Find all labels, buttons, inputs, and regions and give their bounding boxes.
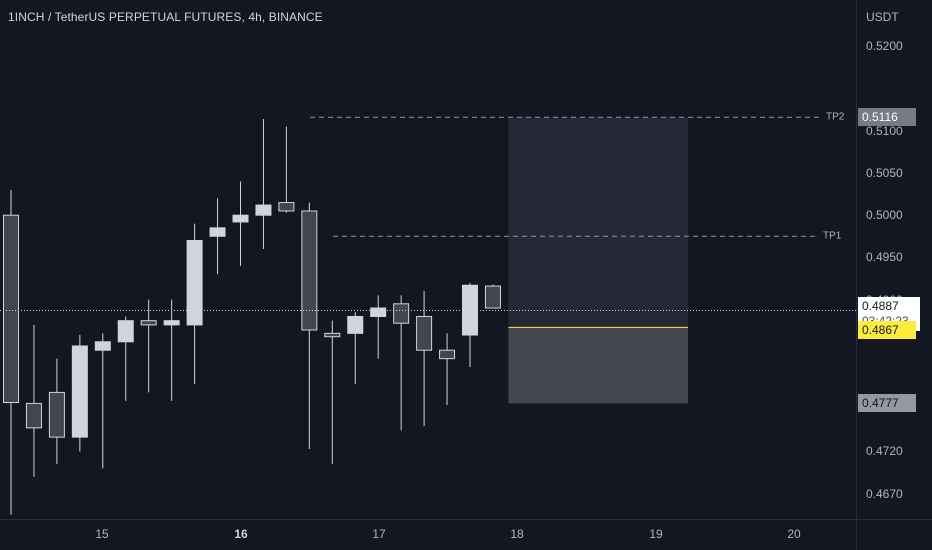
- bull-candle-body: [186, 240, 203, 326]
- bear-candle-body: [3, 214, 19, 404]
- price-tick-label: 0.4670: [866, 486, 903, 501]
- candle: [232, 181, 249, 266]
- bull-candle-body: [163, 320, 180, 326]
- time-tick-label: 20: [787, 527, 801, 541]
- tp2-price-badge: 0.5116: [858, 108, 916, 127]
- bear-candle-body: [140, 320, 157, 326]
- bear-candle-body: [48, 391, 65, 438]
- candle: [94, 333, 111, 469]
- profit-zone: [508, 117, 689, 328]
- time-tick-label: 17: [372, 527, 386, 541]
- bear-candle-body: [301, 210, 318, 331]
- tp2-label: TP2: [826, 111, 845, 123]
- bear-candle-body: [484, 285, 501, 309]
- candle: [25, 324, 42, 477]
- entry-price-badge: 0.4867: [858, 321, 916, 340]
- last-price-value: 0.4887: [862, 298, 899, 313]
- time-tick-label: 18: [510, 527, 524, 541]
- price-tick-label: 0.4950: [866, 250, 903, 265]
- long-position-tool: [508, 117, 689, 404]
- candle: [484, 284, 501, 309]
- bear-candle-body: [439, 349, 456, 360]
- candle: [393, 295, 410, 431]
- chart-title: 1INCH / TetherUS PERPETUAL FUTURES, 4h, …: [8, 10, 323, 24]
- candle: [278, 126, 295, 213]
- price-chart[interactable]: [0, 0, 856, 519]
- bull-candle-body: [370, 307, 387, 317]
- candle: [209, 198, 226, 275]
- bear-candle-body: [278, 202, 295, 212]
- bull-candle-body: [71, 345, 88, 438]
- candle: [301, 202, 318, 449]
- bear-candle-body: [393, 303, 410, 324]
- time-tick-label: 19: [649, 527, 663, 541]
- tp1-label: TP1: [823, 230, 842, 242]
- candle: [48, 358, 65, 465]
- bear-candle-body: [416, 315, 433, 351]
- price-tick-label: 0.5200: [866, 39, 903, 54]
- candle: [71, 335, 88, 452]
- candle: [462, 282, 478, 368]
- price-tick-label: 0.5100: [866, 123, 903, 138]
- candle: [255, 118, 272, 249]
- bear-candle-body: [25, 402, 42, 429]
- currency-label[interactable]: USDT: [866, 10, 899, 24]
- price-tick-label: 0.5050: [866, 166, 903, 180]
- candle: [347, 312, 364, 384]
- bull-candle-body: [209, 227, 226, 237]
- candle: [3, 189, 19, 515]
- candle: [140, 299, 157, 393]
- candle: [324, 320, 341, 465]
- bull-candle-body: [232, 214, 249, 223]
- target-levels: [310, 116, 820, 237]
- time-tick-label: 15: [95, 527, 109, 541]
- time-axis-border: [0, 519, 932, 520]
- candle: [370, 295, 387, 359]
- bear-candle-body: [324, 332, 341, 338]
- candle: [163, 299, 180, 401]
- bull-candle-body: [117, 320, 134, 343]
- candlestick-series: [3, 118, 501, 515]
- stop-price-badge: 0.4777: [858, 394, 916, 413]
- price-axis-border: [856, 0, 857, 550]
- bull-candle-body: [255, 204, 272, 216]
- bull-candle-body: [94, 341, 111, 351]
- time-tick-label: 16: [234, 527, 248, 541]
- bull-candle-body: [347, 315, 364, 334]
- candle: [439, 333, 456, 406]
- candle: [186, 223, 203, 384]
- bull-candle-body: [462, 284, 478, 336]
- price-tick-label: 0.4720: [866, 444, 903, 459]
- price-tick-label: 0.5000: [866, 208, 903, 223]
- candle: [416, 291, 433, 427]
- stop-zone: [508, 327, 689, 404]
- candle: [117, 316, 134, 401]
